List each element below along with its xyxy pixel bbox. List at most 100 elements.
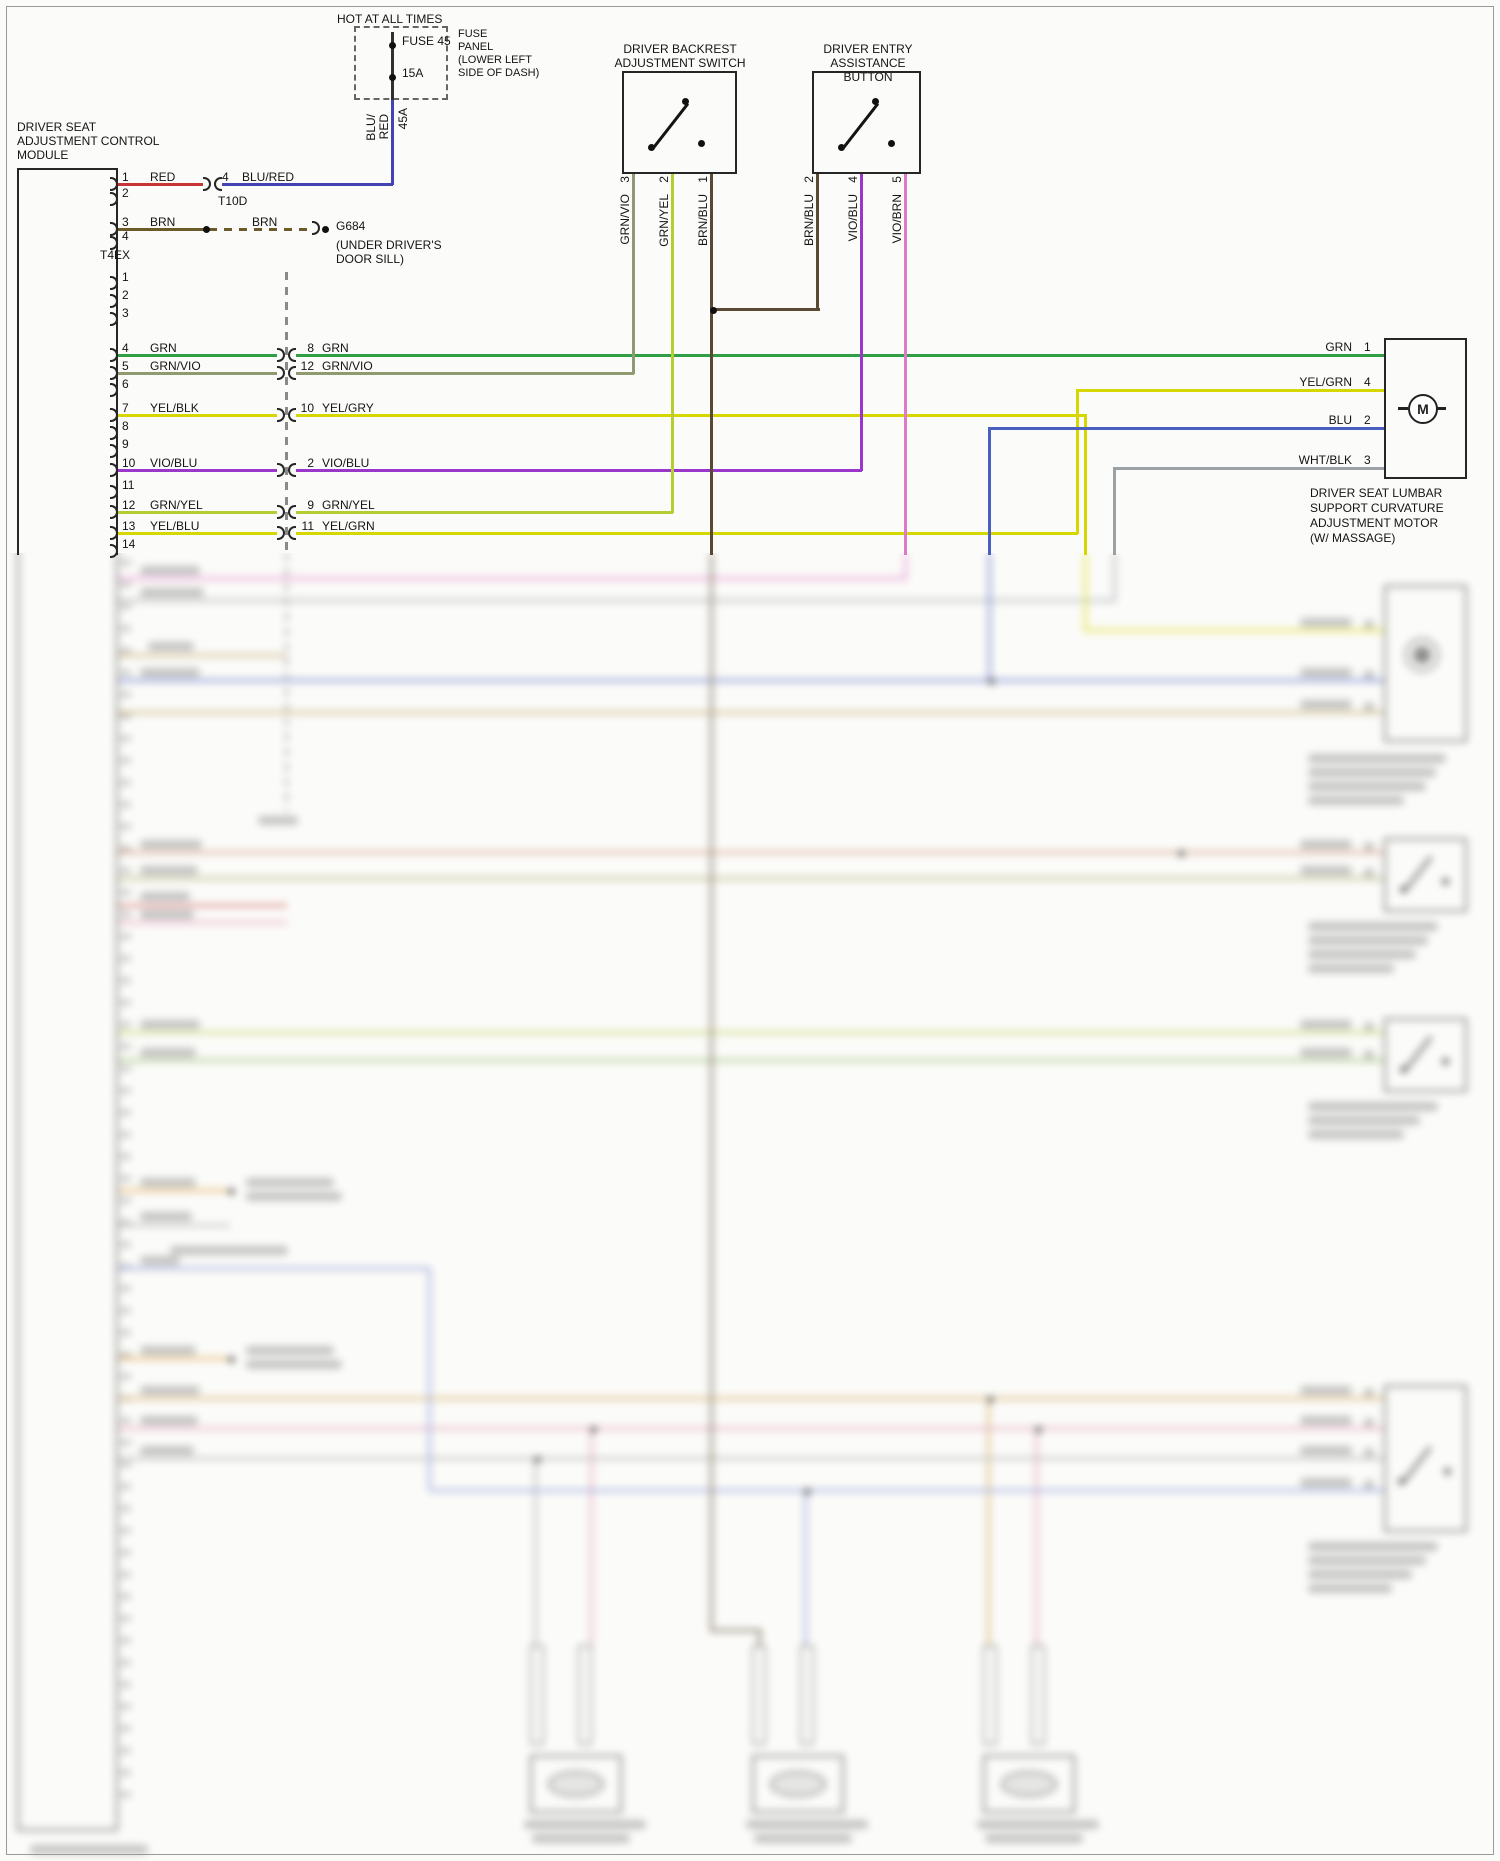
entry-button-box <box>812 71 921 174</box>
wire <box>118 228 207 231</box>
wire-label: VIO/BRN <box>890 194 904 244</box>
wire-label: BLU <box>1328 413 1352 427</box>
pin-number: 5 <box>890 176 904 183</box>
pin-number: 2 <box>122 186 129 200</box>
blurred-text <box>1308 1116 1420 1125</box>
wire <box>1084 553 1087 632</box>
wire-label-yel-blu: YEL/BLU <box>150 519 200 533</box>
wire-label-grn: GRN <box>150 341 177 355</box>
blurred-text <box>140 1020 200 1029</box>
blurred-text <box>1364 1448 1374 1457</box>
wire <box>118 372 279 375</box>
wire <box>219 183 393 186</box>
wire <box>118 1189 230 1192</box>
module-box-lower <box>17 553 118 1831</box>
blurred-text <box>140 1446 194 1455</box>
blurred-text <box>1300 1020 1352 1029</box>
wire <box>118 1059 1384 1062</box>
blurred-text <box>1308 782 1426 791</box>
connector-symbol <box>800 1645 814 1745</box>
fuse-rating-label: 15A <box>402 66 424 80</box>
wire <box>1084 629 1384 632</box>
connector-pin-arc <box>110 366 118 380</box>
motor-symbol: M <box>1408 394 1438 424</box>
blurred-text <box>754 1834 852 1843</box>
connector-pin-arc <box>110 177 118 191</box>
blurred-text <box>140 1386 200 1395</box>
wire <box>118 354 279 357</box>
pin-number: 10 <box>300 401 314 415</box>
blurred-text <box>258 816 298 825</box>
pin-number: 12 <box>300 359 314 373</box>
blurred-text <box>1308 922 1438 931</box>
motor-symbol-blurred <box>1405 638 1439 672</box>
blurred-text <box>1308 1542 1438 1551</box>
blurred-text <box>246 1192 342 1201</box>
wire <box>1076 390 1079 534</box>
wire <box>391 100 394 185</box>
wire <box>118 577 906 580</box>
pin-number: 14 <box>122 537 136 551</box>
connector-pin-arc <box>277 348 285 362</box>
pin-number: 3 <box>122 306 129 320</box>
pin-number: 13 <box>122 519 136 533</box>
pin-number: 1 <box>1364 340 1371 354</box>
wire <box>1076 389 1384 392</box>
connector-pin-arc <box>110 192 118 206</box>
blurred-text <box>1364 1480 1374 1489</box>
wire-label-grn-yel: GRN/YEL <box>150 498 203 512</box>
blurred-text <box>246 1360 342 1369</box>
lumbar-motor-box <box>1384 338 1467 479</box>
blurred-text <box>1308 964 1394 973</box>
blurred-text <box>1300 1416 1352 1425</box>
blurred-text <box>1308 754 1446 763</box>
wire <box>710 308 820 311</box>
connector-pin-arc <box>110 444 118 458</box>
wire-label: GRN <box>1325 340 1352 354</box>
connector-pin-arc <box>203 177 211 191</box>
blurred-text <box>1308 1556 1426 1565</box>
wire <box>118 1224 230 1227</box>
blurred-text <box>532 1834 630 1843</box>
pin-number: 12 <box>122 498 136 512</box>
wire <box>428 1268 431 1490</box>
junction-dot <box>804 1488 811 1495</box>
lumbar-pump-motor-box <box>1384 585 1467 742</box>
wire-label: YEL/GRN <box>1299 375 1352 389</box>
connector-pin-arc <box>312 221 320 235</box>
blurred-text <box>1308 1570 1412 1579</box>
connector-pin-arc <box>288 505 296 519</box>
connector-pin-arc <box>110 505 118 519</box>
blurred-text <box>140 1256 180 1265</box>
wire-label: YEL/GRN <box>322 519 375 533</box>
connector-pin-arc <box>110 222 118 236</box>
connector-name-t10d: T10D <box>218 194 248 208</box>
blurred-text <box>1300 1386 1352 1395</box>
wire <box>118 183 205 186</box>
connector-symbol <box>578 1645 592 1745</box>
connector-pin-arc <box>288 348 296 362</box>
wire <box>671 174 674 513</box>
connector-pin-arc <box>277 408 285 422</box>
connector-pin-arc <box>110 312 118 326</box>
wire-label: WHT/BLK <box>1298 453 1352 467</box>
pin-number: 4 <box>122 341 129 355</box>
junction-dot <box>1178 850 1185 857</box>
junction-dot <box>872 98 879 105</box>
connector-pin-arc <box>110 544 118 558</box>
lumbar-motor-caption: DRIVER SEAT LUMBAR SUPPORT CURVATURE ADJ… <box>1310 486 1444 545</box>
pin-number: 4 <box>222 170 229 184</box>
pin-number: 8 <box>122 419 129 433</box>
wire <box>118 1457 1384 1460</box>
wire <box>285 272 288 555</box>
connector-pin-arc <box>288 526 296 540</box>
wire-label-blu-red: BLU/RED <box>242 170 295 184</box>
wire <box>430 1489 1384 1492</box>
pin-number: 10 <box>122 456 136 470</box>
blurred-text <box>140 892 190 901</box>
blurred-text <box>140 1416 198 1425</box>
junction-dot <box>710 307 717 314</box>
blurred-text <box>1308 936 1428 945</box>
blurred-text <box>140 840 202 849</box>
connector-symbol <box>752 1645 766 1745</box>
